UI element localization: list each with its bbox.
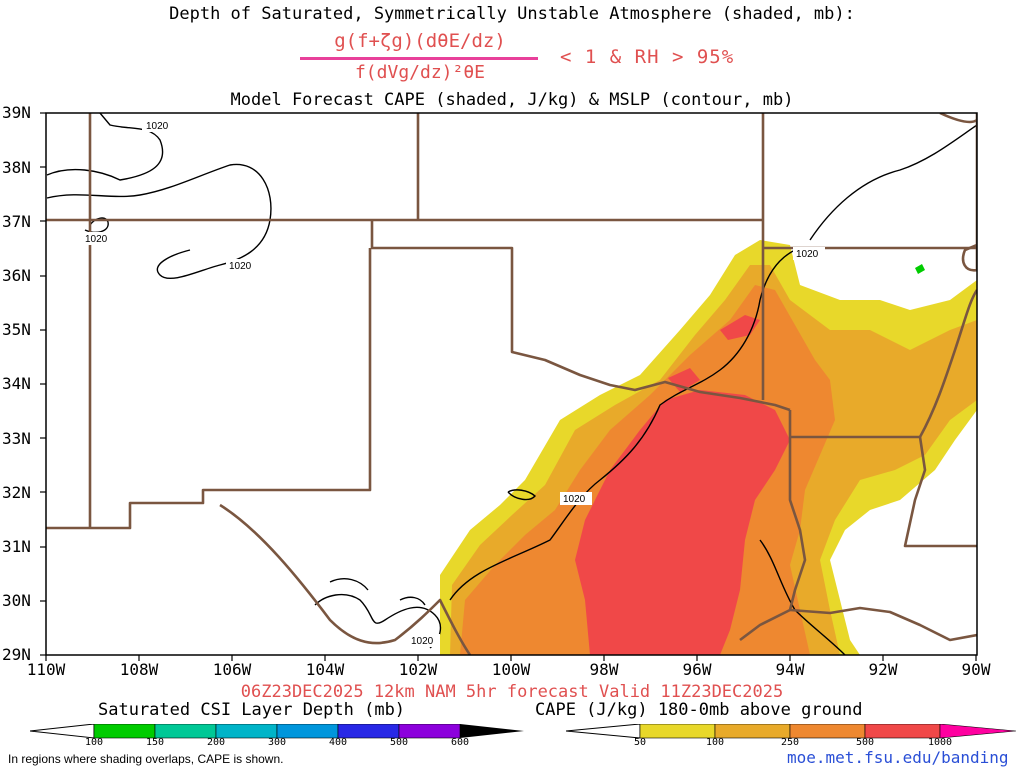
lon-label-110w: 110W xyxy=(26,660,66,679)
cape-colorbar-title: CAPE (J/kg) 180-0mb above ground xyxy=(535,700,863,720)
lat-label-32n: 32N xyxy=(2,483,31,502)
lon-label-90w: 90W xyxy=(961,660,991,679)
lat-label-35n: 35N xyxy=(2,320,31,339)
lon-label-106w: 106W xyxy=(212,660,252,679)
lat-label-37n: 37N xyxy=(2,212,31,231)
title-line-3: Model Forecast CAPE (shaded, J/kg) & MSL… xyxy=(230,90,794,110)
cape-tick: 500 xyxy=(855,737,875,748)
title-line-1: Depth of Saturated, Symmetrically Unstab… xyxy=(169,4,855,24)
lon-label-104w: 104W xyxy=(305,660,345,679)
formula-numerator: g(f+ζg)(dθE/dz) xyxy=(334,30,506,52)
csi-tick: 100 xyxy=(84,737,104,748)
csi-shade-spot xyxy=(915,264,925,274)
lon-label-98w: 98W xyxy=(589,660,619,679)
csi-colorbar-title: Saturated CSI Layer Depth (mb) xyxy=(98,700,406,720)
lon-label-108w: 108W xyxy=(119,660,159,679)
contour-label: 1020 xyxy=(796,249,819,260)
contour-label: 1020 xyxy=(146,121,169,132)
contour-label: 1020 xyxy=(563,494,586,505)
cape-tick: 100 xyxy=(705,737,725,748)
valid-time-line: 06Z23DEC2025 12km NAM 5hr forecast Valid… xyxy=(240,682,784,702)
footnote: In regions where shading overlaps, CAPE … xyxy=(8,752,284,766)
cape-shade-500 xyxy=(575,390,790,655)
lon-label-92w: 92W xyxy=(868,660,898,679)
axis-ticks xyxy=(40,112,977,661)
csi-tick: 500 xyxy=(389,737,409,748)
csi-tick: 200 xyxy=(206,737,226,748)
lon-label-96w: 96W xyxy=(682,660,712,679)
lat-label-31n: 31N xyxy=(2,537,31,556)
lon-label-102w: 102W xyxy=(398,660,438,679)
csi-tick: 150 xyxy=(145,737,165,748)
lat-label-38n: 38N xyxy=(2,158,31,177)
source-url[interactable]: moe.met.fsu.edu/banding xyxy=(787,748,1009,767)
lon-label-94w: 94W xyxy=(775,660,805,679)
formula-condition: < 1 & RH > 95% xyxy=(560,46,735,68)
lon-label-100w: 100W xyxy=(491,660,531,679)
lat-label-29n: 29N xyxy=(2,645,31,664)
contour-label: 1020 xyxy=(229,261,252,272)
csi-tick: 300 xyxy=(267,737,287,748)
lat-label-39n: 39N xyxy=(2,103,31,122)
cape-tick: 1000 xyxy=(927,737,953,748)
lat-label-33n: 33N xyxy=(2,429,31,448)
contour-label: 1020 xyxy=(85,234,108,245)
cape-tick: 50 xyxy=(633,737,647,748)
cape-tick: 250 xyxy=(780,737,800,748)
formula-block: g(f+ζg)(dθE/dz) f(dVg/dz)²θE < 1 & RH > … xyxy=(300,30,840,88)
formula-denominator: f(dVg/dz)²θE xyxy=(354,62,486,83)
cape-colorbar xyxy=(566,724,1017,739)
csi-tick: 400 xyxy=(328,737,348,748)
lat-label-34n: 34N xyxy=(2,374,31,393)
mslp-contours xyxy=(46,113,977,655)
contour-label: 1020 xyxy=(411,636,434,647)
csi-colorbar xyxy=(30,724,524,739)
fraction-bar xyxy=(300,57,538,60)
lat-label-36n: 36N xyxy=(2,266,31,285)
lat-label-30n: 30N xyxy=(2,591,31,610)
csi-tick: 600 xyxy=(450,737,470,748)
